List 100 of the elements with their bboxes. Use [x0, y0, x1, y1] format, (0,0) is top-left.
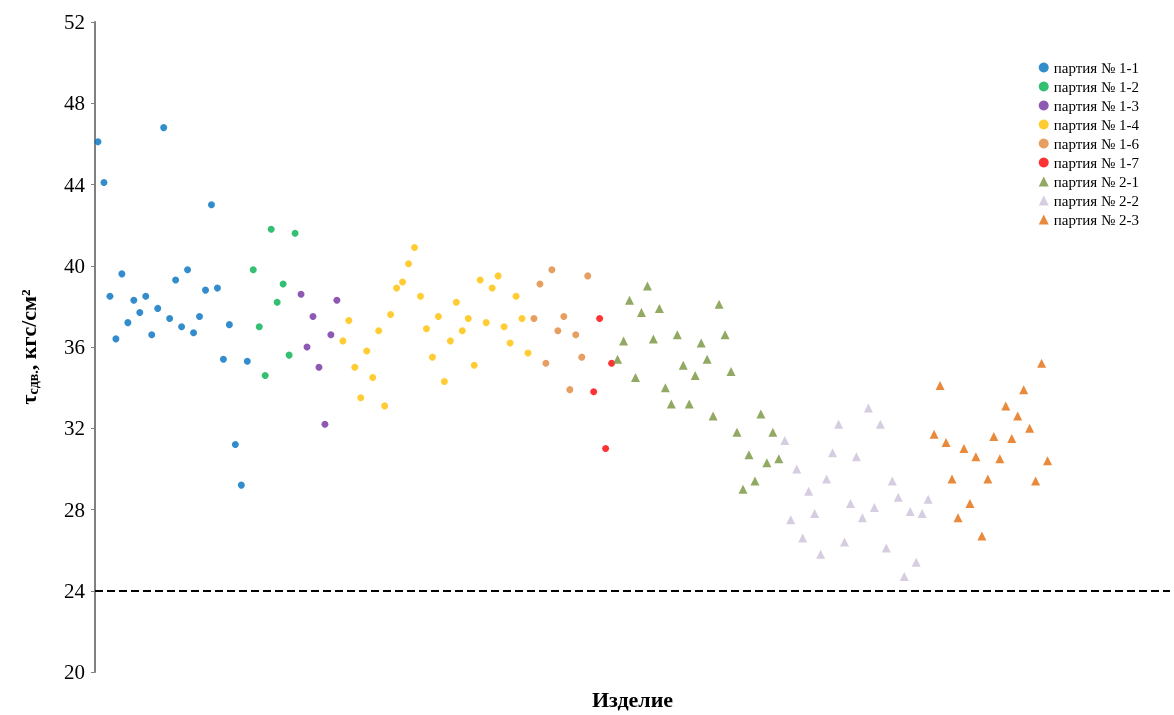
point — [923, 494, 933, 504]
point — [249, 266, 257, 274]
point — [857, 513, 867, 523]
point — [255, 323, 263, 331]
point — [428, 353, 436, 361]
point — [184, 266, 192, 274]
point — [405, 260, 413, 268]
point — [446, 337, 454, 345]
legend-label: партия № 1-1 — [1053, 59, 1140, 76]
point — [1037, 358, 1047, 368]
point — [261, 371, 269, 379]
point — [399, 278, 407, 286]
point — [828, 448, 838, 458]
point — [875, 419, 885, 429]
point — [172, 276, 180, 284]
point — [351, 363, 359, 371]
point — [488, 284, 496, 292]
point — [584, 272, 592, 280]
point — [983, 474, 993, 484]
point — [142, 292, 150, 300]
point — [434, 313, 442, 321]
point — [768, 427, 778, 437]
point — [1031, 476, 1041, 486]
legend-label: партия № 2-2 — [1053, 192, 1140, 209]
point — [613, 354, 623, 364]
point — [512, 292, 520, 300]
point — [100, 178, 108, 186]
point — [911, 557, 921, 567]
point — [452, 298, 460, 306]
point — [935, 381, 945, 391]
point — [602, 445, 610, 453]
point — [941, 437, 951, 447]
point — [845, 498, 855, 508]
point — [548, 266, 556, 274]
y-tick-label: 52 — [64, 10, 85, 34]
point — [375, 327, 383, 335]
point — [327, 331, 335, 339]
point — [345, 317, 353, 325]
point — [530, 315, 538, 323]
point — [840, 537, 850, 547]
point — [273, 298, 281, 306]
point — [178, 323, 186, 331]
point — [732, 427, 742, 437]
point — [566, 386, 574, 394]
point — [369, 373, 377, 381]
point — [678, 360, 688, 370]
legend-label: партия № 1-2 — [1053, 78, 1140, 95]
point — [387, 311, 395, 318]
point — [321, 420, 329, 428]
point — [654, 303, 664, 313]
point — [440, 378, 448, 386]
point — [714, 299, 724, 309]
y-tick-label: 24 — [64, 578, 86, 603]
point — [726, 366, 736, 376]
point — [201, 286, 209, 294]
point — [834, 419, 844, 429]
legend-label: партия № 1-6 — [1053, 135, 1140, 152]
point — [458, 327, 466, 335]
legend-label: партия № 1-7 — [1053, 154, 1140, 171]
point — [869, 502, 879, 512]
point — [315, 363, 323, 371]
point — [196, 313, 204, 321]
point — [1007, 433, 1017, 443]
legend-label: партия № 1-3 — [1053, 97, 1140, 114]
point — [333, 296, 341, 304]
point — [494, 272, 502, 280]
point — [1025, 423, 1035, 433]
point — [219, 355, 227, 363]
point — [213, 284, 221, 292]
point — [393, 284, 401, 292]
point — [750, 476, 760, 486]
point — [720, 330, 730, 340]
point — [106, 292, 114, 300]
x-axis-title: Изделие — [591, 686, 674, 712]
point — [816, 549, 826, 559]
y-tick-label: 28 — [64, 497, 85, 522]
point — [590, 388, 598, 396]
point — [291, 229, 299, 237]
point — [148, 331, 156, 339]
point — [608, 359, 616, 367]
y-tick-label: 20 — [64, 660, 85, 684]
point — [554, 327, 562, 335]
point — [464, 315, 472, 323]
point — [708, 411, 718, 421]
point — [572, 331, 580, 339]
point — [744, 450, 754, 460]
point — [702, 354, 712, 364]
point — [542, 359, 550, 367]
point — [476, 276, 484, 284]
point — [625, 295, 635, 305]
point — [500, 323, 508, 331]
point — [190, 329, 198, 337]
y-tick-label: 44 — [64, 172, 86, 197]
point — [947, 474, 957, 484]
y-tick-label: 36 — [64, 335, 85, 359]
point — [810, 509, 820, 519]
point — [619, 336, 629, 346]
point — [929, 429, 939, 439]
point — [136, 308, 144, 316]
point — [851, 452, 861, 462]
